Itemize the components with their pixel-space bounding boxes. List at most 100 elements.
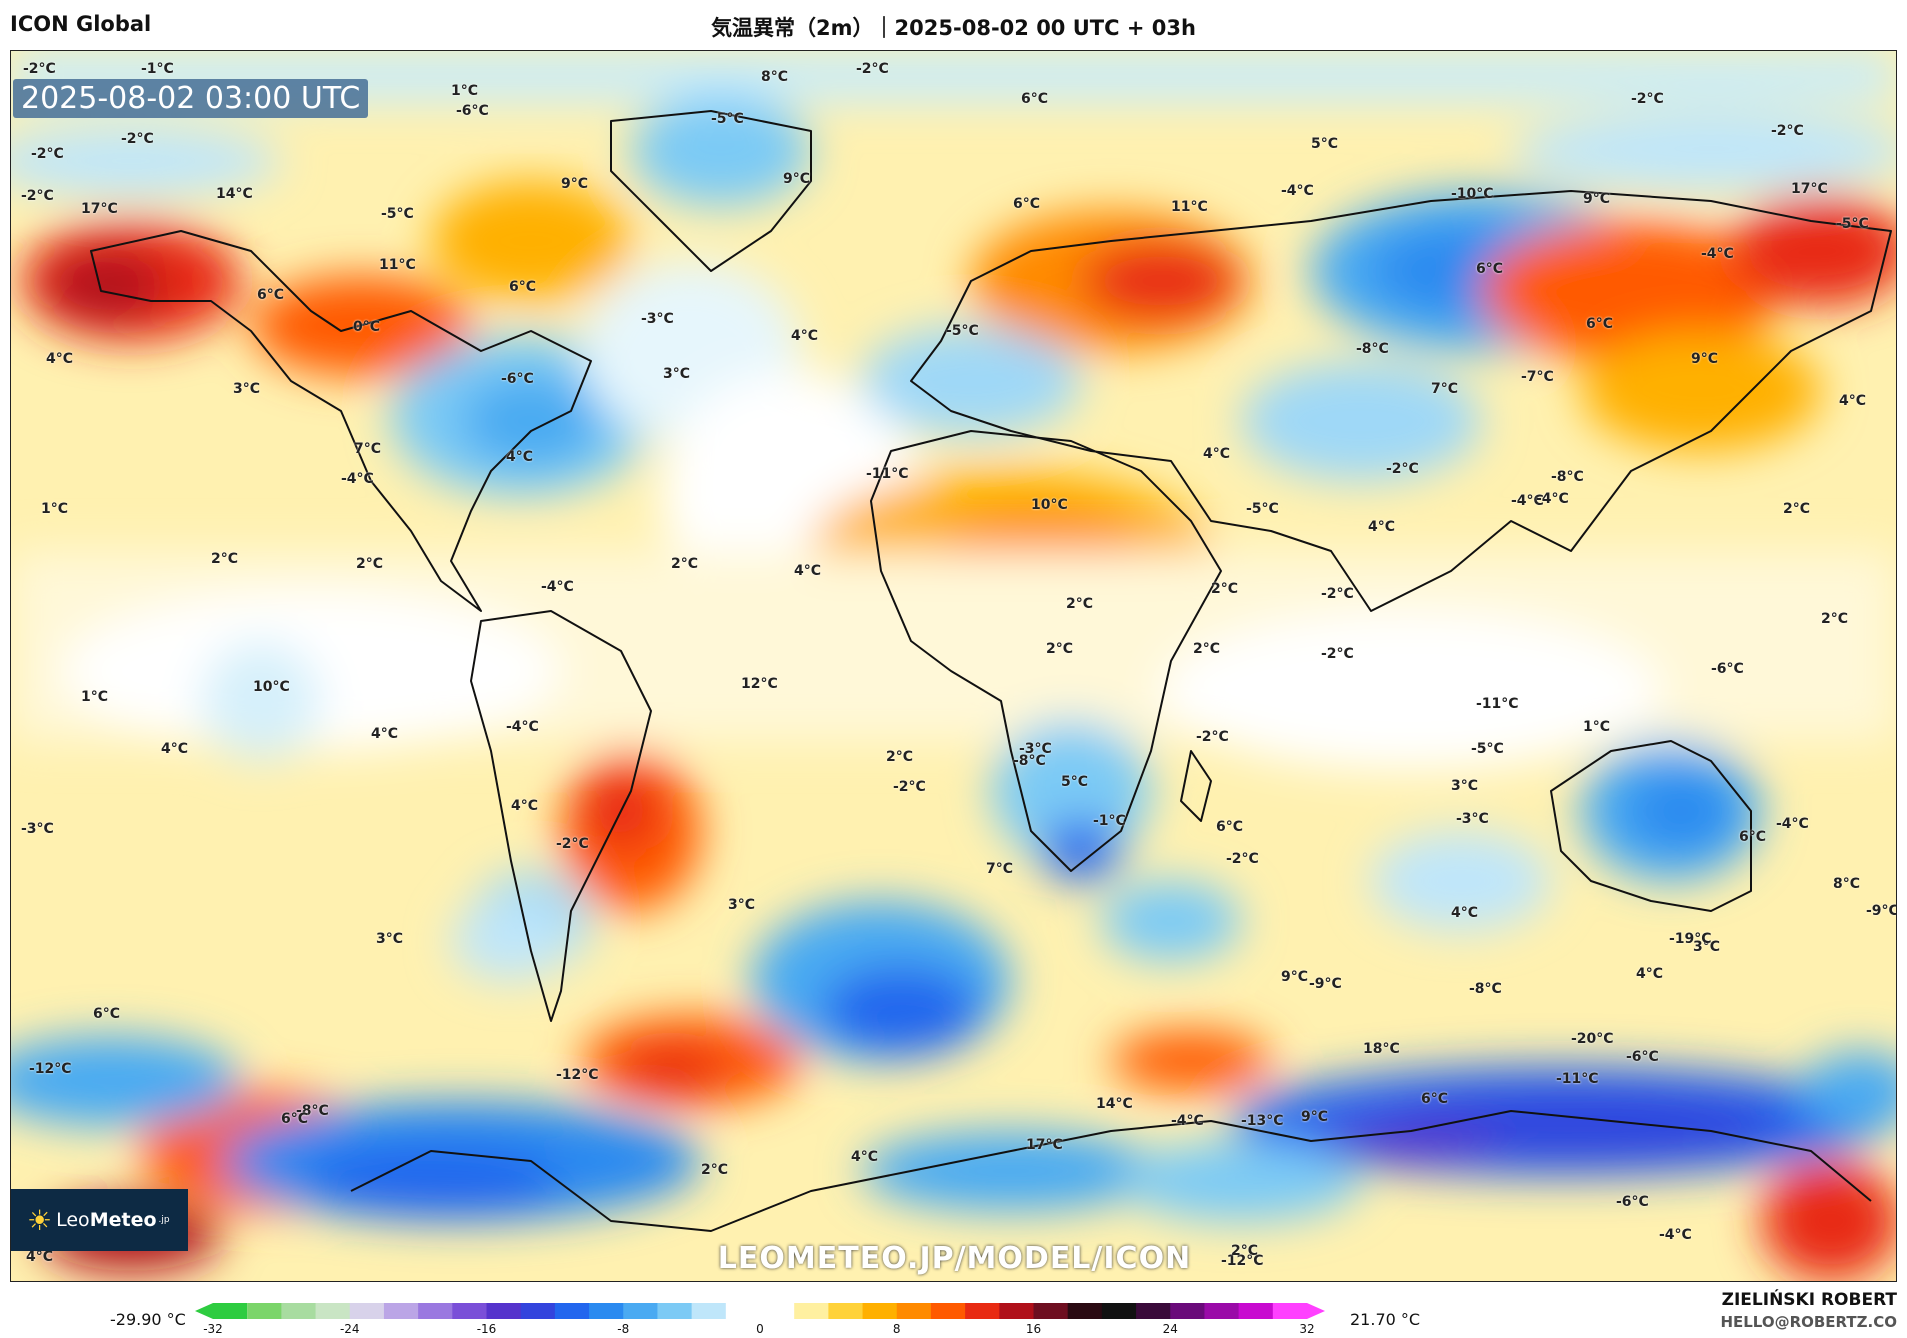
colorbar-segment — [691, 1303, 727, 1319]
anomaly-label: -7°C — [1521, 369, 1554, 385]
anomaly-label: 4°C — [26, 1249, 54, 1265]
anomaly-label: -2°C — [556, 836, 589, 852]
anomaly-label: 4°C — [511, 798, 539, 814]
anomaly-label: 1°C — [41, 501, 69, 517]
anomaly-label: 3°C — [1451, 778, 1479, 794]
anomaly-label: -4°C — [1511, 493, 1544, 509]
anomaly-label: 4°C — [1451, 905, 1479, 921]
anomaly-label: -6°C — [1616, 1194, 1649, 1210]
anomaly-label: 6°C — [1021, 91, 1049, 107]
colorbar-segment — [1238, 1303, 1274, 1319]
colorbar-segment — [195, 1303, 248, 1319]
anomaly-label: -8°C — [1469, 981, 1502, 997]
colorbar-segment — [999, 1303, 1034, 1319]
anomaly-label: 2°C — [886, 749, 914, 765]
colorbar-segment — [760, 1303, 795, 1319]
anomaly-label: 2°C — [701, 1162, 729, 1178]
colorbar-tick-label: 24 — [1162, 1322, 1178, 1336]
anomaly-label: 6°C — [281, 1111, 309, 1127]
anomaly-label: 4°C — [46, 351, 74, 367]
anomaly-label: -2°C — [121, 131, 154, 147]
colorbar-segment — [418, 1303, 453, 1319]
anomaly-label: 4°C — [1636, 966, 1664, 982]
colorbar-segment — [554, 1303, 590, 1319]
anomaly-label: 6°C — [1586, 316, 1614, 332]
colorbar-segment — [383, 1303, 419, 1319]
anomaly-label: 7°C — [1431, 381, 1459, 397]
anomaly-label: 6°C — [1739, 829, 1767, 845]
anomaly-label: 2°C — [1211, 581, 1239, 597]
anomaly-label: 2°C — [671, 556, 699, 572]
colorbar-segment — [862, 1303, 898, 1319]
map-title: 気温異常（2m）｜2025-08-02 00 UTC + 03h — [711, 16, 1196, 40]
colorbar-segment — [1101, 1303, 1137, 1319]
anomaly-label: 4°C — [161, 741, 189, 757]
anomaly-label: -2°C — [31, 146, 64, 162]
colorbar-segment — [1136, 1303, 1171, 1319]
logo-suffix: .jp — [158, 1215, 170, 1225]
colorbar-segment — [965, 1303, 1000, 1319]
colorbar-segment — [794, 1303, 829, 1319]
anomaly-label: -2°C — [1631, 91, 1664, 107]
colorbar-segment — [349, 1303, 385, 1319]
anomaly-label: 9°C — [1691, 351, 1719, 367]
anomaly-label: 3°C — [376, 931, 404, 947]
colorbar-segment — [828, 1303, 864, 1319]
anomaly-label: -6°C — [1626, 1049, 1659, 1065]
anomaly-label: 6°C — [93, 1006, 121, 1022]
colorbar-segment — [452, 1303, 487, 1319]
anomaly-label: -6°C — [456, 103, 489, 119]
anomaly-label: 9°C — [783, 171, 811, 187]
map-panel: 2025-08-02 03:00 UTC -2°C -1°C 1°C -2°C 8°C -… — [10, 50, 1897, 1282]
timestamp-badge: 2025-08-02 03:00 UTC — [13, 79, 369, 118]
anomaly-label: 10°C — [253, 679, 290, 695]
anomaly-label: -4°C — [1701, 246, 1734, 262]
anomaly-label: 12°C — [741, 676, 778, 692]
anomaly-map-background — [11, 51, 1896, 1281]
colorbar-segment — [1033, 1303, 1069, 1319]
anomaly-label: 17°C — [1026, 1137, 1063, 1153]
author-credit: ZIELIŃSKI ROBERT — [1721, 1290, 1897, 1310]
colorbar-tick-label: 8 — [892, 1322, 901, 1336]
colorbar-segment — [930, 1303, 966, 1319]
colorbar-segment — [657, 1303, 693, 1319]
model-name: ICON Global — [10, 12, 152, 36]
colorbar-min-label: -29.90 °C — [110, 1310, 186, 1329]
anomaly-label: 4°C — [1368, 519, 1396, 535]
anomaly-label: -2°C — [1196, 729, 1229, 745]
anomaly-label: 2°C — [1821, 611, 1849, 627]
colorbar-segment — [1272, 1303, 1325, 1319]
anomaly-label: 3°C — [728, 897, 756, 913]
anomaly-label: -3°C — [1019, 741, 1052, 757]
anomaly-label: 2°C — [356, 556, 384, 572]
anomaly-label: -4°C — [341, 471, 374, 487]
author-email: HELLO@ROBERTZ.CO — [1720, 1313, 1897, 1331]
anomaly-label: 2°C — [211, 551, 239, 567]
colorbar-max-label: 21.70 °C — [1350, 1310, 1421, 1329]
anomaly-label: -2°C — [1226, 851, 1259, 867]
anomaly-label: 18°C — [1363, 1041, 1400, 1057]
anomaly-label: 4°C — [371, 726, 399, 742]
anomaly-label: 3°C — [1693, 939, 1721, 955]
anomaly-label: 17°C — [1791, 181, 1828, 197]
anomaly-label: 7°C — [354, 441, 382, 457]
anomaly-label: 9°C — [561, 176, 589, 192]
logo-name-light: Leo — [56, 1209, 90, 1231]
sun-icon: ☀ — [27, 1203, 53, 1237]
anomaly-label: -2°C — [856, 61, 889, 77]
anomaly-label: 9°C — [1583, 191, 1611, 207]
anomaly-label: 2°C — [1046, 641, 1074, 657]
anomaly-label: 1°C — [81, 689, 109, 705]
colorbar-segment — [589, 1303, 624, 1319]
anomaly-label: 6°C — [1421, 1091, 1449, 1107]
anomaly-label: -10°C — [1451, 186, 1494, 202]
anomaly-label: -5°C — [1471, 741, 1504, 757]
anomaly-label: 5°C — [1311, 136, 1339, 152]
anomaly-label: -2°C — [893, 779, 926, 795]
anomaly-label: -2°C — [1321, 646, 1354, 662]
colorbar-segment — [725, 1303, 761, 1319]
anomaly-label: -19°C — [1669, 931, 1712, 947]
colorbar-segment — [247, 1303, 282, 1319]
anomaly-label: -6°C — [501, 371, 534, 387]
leometeo-logo: ☀ Leo Meteo .jp — [11, 1189, 188, 1251]
